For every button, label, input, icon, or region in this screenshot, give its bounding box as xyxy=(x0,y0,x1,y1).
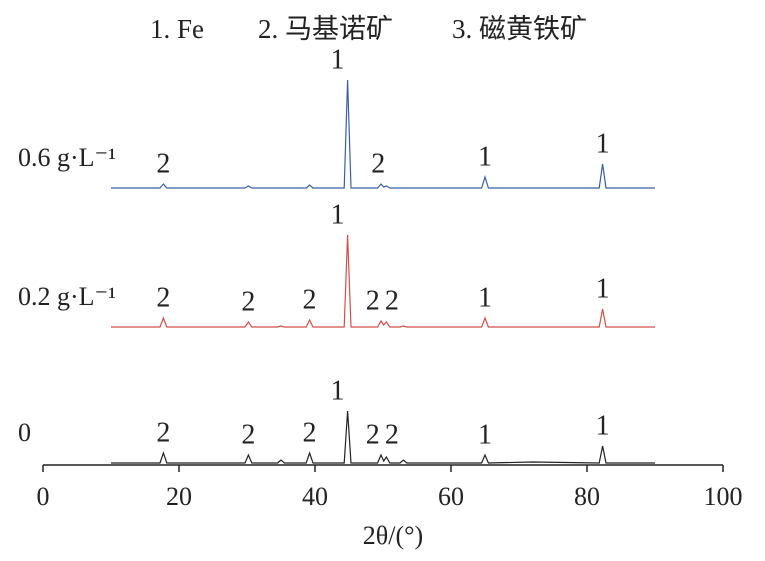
peak-label: 1 xyxy=(330,199,344,230)
peak-label: 2 xyxy=(156,417,170,448)
x-tick-label: 0 xyxy=(37,482,50,511)
series-label: 0.6 g·L⁻¹ xyxy=(18,143,116,172)
peak-label: 2 xyxy=(366,285,380,316)
peak-label: 1 xyxy=(330,44,344,75)
peak-label: 1 xyxy=(478,141,492,172)
peak-label: 2 xyxy=(156,148,170,179)
key-item: 1. Fe xyxy=(150,14,204,44)
x-tick-label: 80 xyxy=(574,482,600,511)
series-line xyxy=(111,234,655,328)
key-item: 3. 磁黄铁矿 xyxy=(452,14,587,44)
series-label: 0 xyxy=(18,418,31,447)
x-tick-label: 60 xyxy=(438,482,464,511)
peak-label: 1 xyxy=(478,282,492,313)
peak-label: 2 xyxy=(366,419,380,450)
peak-label: 2 xyxy=(156,282,170,313)
key-item: 2. 马基诺矿 xyxy=(258,14,393,44)
series-line xyxy=(111,79,655,189)
peak-label: 2 xyxy=(303,284,317,315)
x-tick-label: 40 xyxy=(302,482,328,511)
peak-label: 2 xyxy=(241,286,255,317)
peak-label: 2 xyxy=(385,285,399,316)
peak-label: 1 xyxy=(478,419,492,450)
peak-label: 1 xyxy=(596,273,610,304)
series-line xyxy=(111,410,655,464)
x-tick-label: 20 xyxy=(166,482,192,511)
peak-label: 1 xyxy=(596,128,610,159)
peak-label: 2 xyxy=(371,148,385,179)
x-tick-label: 100 xyxy=(704,482,743,511)
peak-label: 2 xyxy=(241,419,255,450)
peak-label: 2 xyxy=(385,419,399,450)
peak-label: 1 xyxy=(596,410,610,441)
x-axis-label: 2θ/(°) xyxy=(363,521,423,550)
series-label: 0.2 g·L⁻¹ xyxy=(18,282,116,311)
peak-label: 1 xyxy=(330,375,344,406)
peak-label: 2 xyxy=(303,417,317,448)
